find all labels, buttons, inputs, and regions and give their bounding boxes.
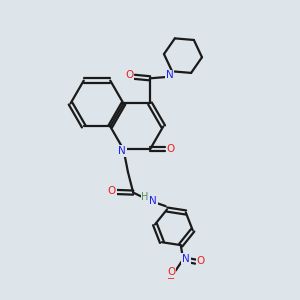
Text: O: O — [108, 185, 116, 196]
Text: N: N — [118, 146, 126, 156]
Text: O: O — [167, 267, 175, 277]
Text: O: O — [125, 70, 134, 80]
Text: N: N — [166, 70, 173, 80]
Text: O: O — [197, 256, 205, 266]
Text: H: H — [141, 192, 149, 202]
Text: N: N — [149, 196, 157, 206]
Text: −: − — [167, 274, 175, 284]
Text: N: N — [182, 254, 190, 264]
Text: O: O — [167, 144, 175, 154]
